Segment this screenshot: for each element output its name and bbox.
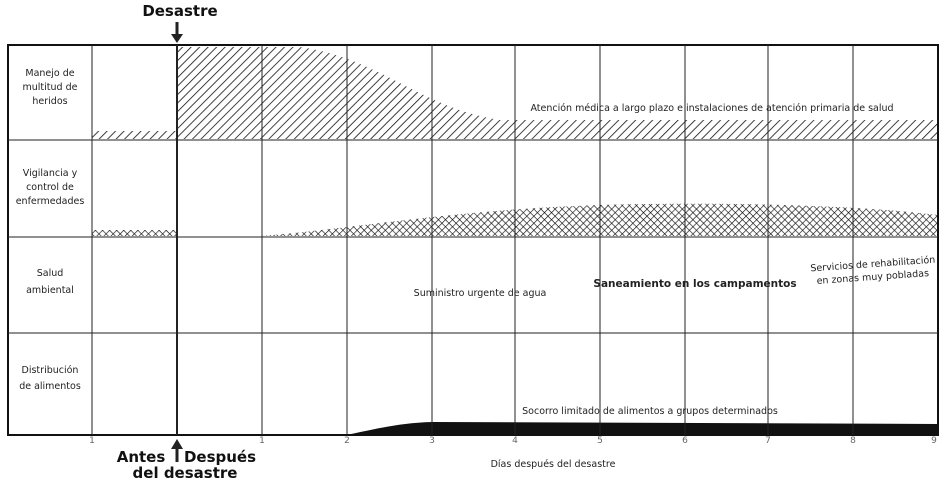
annotation: Suministro urgente de agua	[414, 288, 547, 299]
tick-label: 9	[931, 436, 937, 446]
annotation: Atención médica a largo plazo e instalac…	[530, 103, 893, 114]
food-area	[347, 422, 938, 435]
annotation: Socorro limitado de alimentos a grupos d…	[522, 406, 778, 417]
tick-label: 1	[259, 436, 265, 446]
row-label: control de	[26, 182, 74, 193]
title: Desastre	[142, 2, 217, 20]
row-label: Salud	[37, 268, 64, 279]
row-label: Vigilancia y	[23, 168, 78, 179]
axis-title: Días después del desastre	[491, 459, 616, 470]
row-label: Manejo de	[25, 68, 74, 79]
tick-label: 7	[765, 436, 771, 446]
tick-label: 3	[429, 436, 435, 446]
grid	[7, 44, 939, 436]
before-label: Antes	[117, 448, 166, 466]
arrow	[171, 22, 183, 462]
tick-label: 8	[850, 436, 856, 446]
tick-label: 5	[597, 436, 603, 446]
tick-label: 4	[512, 436, 518, 446]
row-label: enfermedades	[16, 196, 85, 207]
after-label: del desastre	[133, 464, 238, 482]
row-label: de alimentos	[19, 381, 81, 392]
tick-label: 2	[344, 436, 350, 446]
after-label: Después	[184, 448, 256, 466]
tick-label: 1	[89, 436, 95, 446]
row-label: heridos	[32, 96, 67, 107]
row-label: multitud de	[23, 82, 78, 93]
hatched-area	[92, 47, 938, 139]
row-label: ambiental	[26, 285, 74, 296]
tick-label: 6	[682, 436, 688, 446]
row-label: Distribución	[22, 365, 79, 376]
annotation: Saneamiento en los campamentos	[593, 278, 796, 290]
